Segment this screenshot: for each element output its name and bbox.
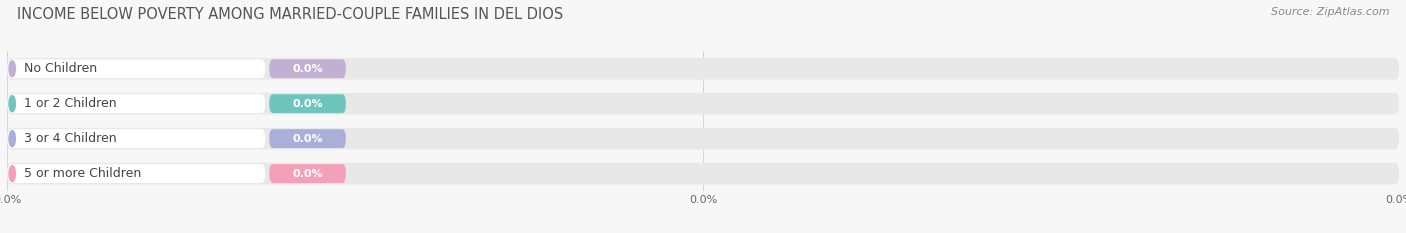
FancyBboxPatch shape <box>270 59 346 78</box>
FancyBboxPatch shape <box>270 94 346 113</box>
Text: 0.0%: 0.0% <box>292 134 323 144</box>
Text: 1 or 2 Children: 1 or 2 Children <box>24 97 117 110</box>
FancyBboxPatch shape <box>7 128 1399 150</box>
FancyBboxPatch shape <box>7 93 1399 115</box>
FancyBboxPatch shape <box>7 59 266 78</box>
Text: Source: ZipAtlas.com: Source: ZipAtlas.com <box>1271 7 1389 17</box>
Text: 0.0%: 0.0% <box>292 64 323 74</box>
Text: 0.0%: 0.0% <box>292 169 323 178</box>
Text: No Children: No Children <box>24 62 97 75</box>
FancyBboxPatch shape <box>270 164 346 183</box>
Text: 3 or 4 Children: 3 or 4 Children <box>24 132 117 145</box>
Circle shape <box>8 61 15 77</box>
FancyBboxPatch shape <box>7 164 266 183</box>
Text: 5 or more Children: 5 or more Children <box>24 167 141 180</box>
FancyBboxPatch shape <box>270 129 346 148</box>
FancyBboxPatch shape <box>7 163 1399 185</box>
Text: INCOME BELOW POVERTY AMONG MARRIED-COUPLE FAMILIES IN DEL DIOS: INCOME BELOW POVERTY AMONG MARRIED-COUPL… <box>17 7 564 22</box>
FancyBboxPatch shape <box>7 94 266 113</box>
Circle shape <box>8 131 15 147</box>
FancyBboxPatch shape <box>7 129 266 148</box>
Text: 0.0%: 0.0% <box>292 99 323 109</box>
FancyBboxPatch shape <box>7 58 1399 80</box>
Circle shape <box>8 166 15 182</box>
Circle shape <box>8 96 15 112</box>
